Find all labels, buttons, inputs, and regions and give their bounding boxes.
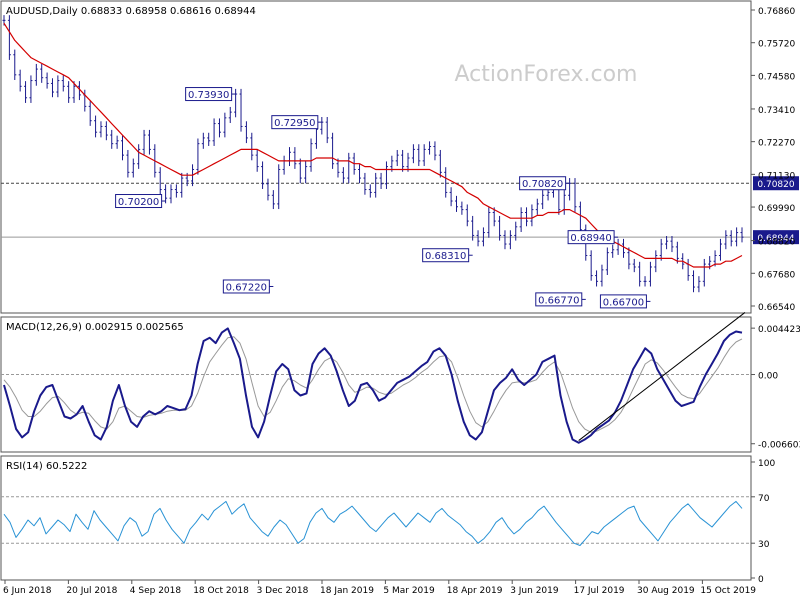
macd-title: MACD(12,26,9) 0.002915 0.002565 xyxy=(6,322,184,333)
price-annotation-box xyxy=(422,248,470,263)
price-header: AUDUSD,Daily 0.68833 0.68958 0.68616 0.6… xyxy=(6,6,256,17)
price-y-tick-label: 0.67680 xyxy=(758,270,795,280)
price-y-tick-label: 0.69990 xyxy=(758,204,795,214)
macd-y-tick-label: -0.006603 xyxy=(758,441,800,451)
x-tick-label: 17 Jul 2019 xyxy=(574,586,625,596)
price-annotation: 0.66700 xyxy=(599,294,651,309)
price-annotation: 0.72950 xyxy=(271,115,322,130)
price-annotation-box xyxy=(567,230,615,245)
price-annotation-label: 0.68310 xyxy=(425,251,466,262)
x-tick-label: 3 Dec 2018 xyxy=(257,586,309,596)
x-tick-label: 15 Oct 2019 xyxy=(700,586,756,596)
y-axis-layer: 0.76860 0.75720 0.74580 0.73410 0.72270 0.711… xyxy=(751,7,800,585)
price-annotation-label: 0.66770 xyxy=(538,295,579,306)
price-y-tick-label: 0.75720 xyxy=(758,40,795,50)
x-tick-label: 3 Jun 2019 xyxy=(510,586,559,596)
price-annotation-box xyxy=(115,194,163,209)
price-annotation: 0.73930 xyxy=(185,87,236,102)
price-level-tag-box xyxy=(753,230,799,245)
moving-average-line xyxy=(3,22,743,268)
macd-panel-frame xyxy=(0,316,752,453)
header-ohlc: 0.68833 0.68958 0.68616 0.68944 xyxy=(81,6,256,17)
price-annotation-box xyxy=(599,294,647,309)
price-level-tag-box xyxy=(753,176,799,191)
x-tick-label: 20 Jul 2018 xyxy=(66,586,117,596)
price-level-tag-label: 0.68944 xyxy=(757,234,794,244)
price-annotation-label: 0.68940 xyxy=(570,233,611,244)
rsi-y-tick-label: 0 xyxy=(758,575,764,585)
price-annotation: 0.68310 xyxy=(422,248,473,263)
price-panel-frame xyxy=(0,0,752,314)
rsi-title: RSI(14) 60.5222 xyxy=(6,461,87,472)
price-annotation-box xyxy=(271,115,319,130)
price-annotation-box xyxy=(222,279,270,294)
rsi-y-tick-label: 30 xyxy=(758,540,770,550)
price-y-tick-label: 0.74580 xyxy=(758,72,795,82)
price-annotation-label: 0.66700 xyxy=(603,297,644,308)
rsi-layer xyxy=(1,496,751,546)
watermark: ActionForex.com xyxy=(455,62,638,87)
price-y-tick-label: 0.68820 xyxy=(758,238,795,248)
x-tick-label: 18 Jan 2019 xyxy=(320,586,374,596)
rsi-y-tick-label: 70 xyxy=(758,494,770,504)
x-tick-label: 6 Jun 2018 xyxy=(3,586,52,596)
macd-trendline xyxy=(578,312,746,441)
header-timeframe: Daily xyxy=(52,6,77,17)
price-annotation: 0.70200 xyxy=(115,194,166,209)
price-y-tick-label: 0.76860 xyxy=(758,7,795,17)
price-annotation-label: 0.73930 xyxy=(188,90,229,101)
x-tick-label: 18 Apr 2019 xyxy=(447,586,503,596)
price-annotation: 0.67220 xyxy=(222,279,274,294)
header-symbol: AUDUSD xyxy=(6,6,50,17)
price-level-tag-label: 0.70820 xyxy=(757,180,794,190)
macd-y-tick-label: 0.004423 xyxy=(758,325,800,335)
rsi-y-tick-label: 100 xyxy=(758,459,775,469)
price-annotation-label: 0.67220 xyxy=(226,282,267,293)
price-annotation-box xyxy=(185,87,233,102)
price-y-tick-label: 0.66540 xyxy=(758,303,795,313)
x-tick-label: 4 Sep 2018 xyxy=(130,586,182,596)
macd-layer xyxy=(1,312,751,444)
price-layer: 0.70820 0.68944 0.73930 0.72950 0.70200 0.672… xyxy=(1,15,799,309)
macd-signal-line xyxy=(3,336,743,433)
price-level-tag: 0.68944 xyxy=(753,230,799,245)
price-level-tag: 0.70820 xyxy=(753,176,799,191)
macd-line xyxy=(3,327,743,444)
rsi-panel-frame xyxy=(0,455,752,581)
price-annotation-label: 0.72950 xyxy=(274,118,315,129)
x-tick-label: 30 Aug 2019 xyxy=(637,586,695,596)
x-tick-label: 18 Oct 2018 xyxy=(193,586,249,596)
x-axis-layer: 6 Jun 2018 20 Jul 2018 4 Sep 2018 18 Oct 20… xyxy=(3,580,756,596)
price-y-tick-label: 0.73410 xyxy=(758,106,795,116)
price-y-tick-label: 0.71130 xyxy=(758,171,795,181)
price-annotation: 0.68940 xyxy=(567,230,619,245)
price-annotation: 0.70820 xyxy=(519,176,570,191)
price-annotation-box xyxy=(535,292,583,307)
price-annotation: 0.66770 xyxy=(535,292,586,307)
price-annotation-box xyxy=(519,176,567,191)
price-annotation-label: 0.70200 xyxy=(118,197,159,208)
price-annotation-label: 0.70820 xyxy=(522,179,563,190)
macd-y-tick-label: 0.00 xyxy=(758,372,778,382)
price-y-tick-label: 0.72270 xyxy=(758,139,795,149)
x-tick-label: 5 Mar 2019 xyxy=(383,586,435,596)
svg-text:AUDUSD,Daily 0.68833 0.68958 0: AUDUSD,Daily 0.68833 0.68958 0.68616 0.6… xyxy=(6,6,256,17)
rsi-line xyxy=(3,500,743,546)
